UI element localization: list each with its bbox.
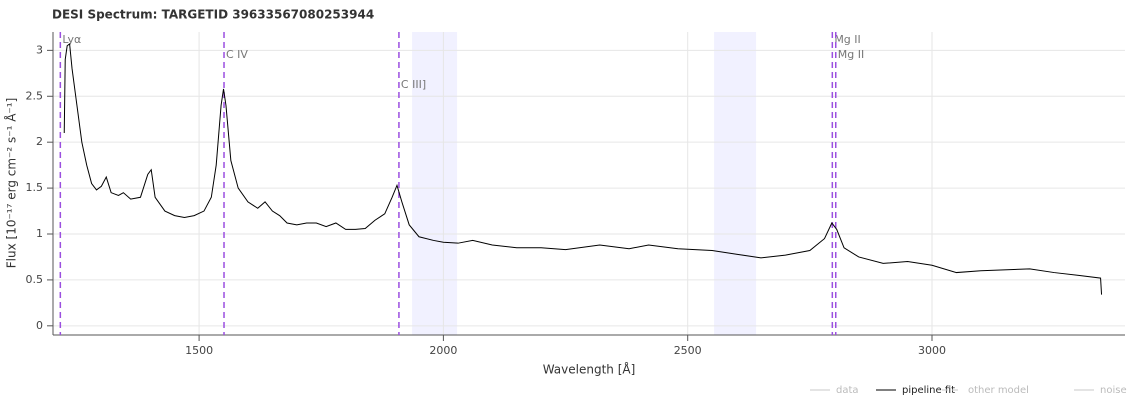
y-tick-label: 1: [36, 227, 43, 240]
y-tick-label: 2.5: [26, 89, 44, 102]
legend-label[interactable]: data: [836, 385, 859, 396]
masked-band: [714, 32, 757, 335]
spectrum-line: [63, 43, 1103, 295]
masked-band: [412, 32, 458, 335]
y-tick-label: 2: [36, 135, 43, 148]
x-tick-label: 2000: [429, 344, 457, 357]
emission-line-label: Mg II: [838, 48, 864, 61]
legend-label[interactable]: other model: [968, 385, 1029, 396]
legend-label[interactable]: pipeline fit: [902, 385, 955, 396]
legend-label[interactable]: noise: [1100, 385, 1127, 396]
x-tick-label: 1500: [185, 344, 213, 357]
chart-title: DESI Spectrum: TARGETID 3963356708025394…: [52, 8, 374, 22]
emission-line-label: C IV: [226, 48, 248, 61]
x-tick-label: 3000: [918, 344, 946, 357]
x-axis-label: Wavelength [Å]: [543, 362, 636, 377]
emission-line-label: C III]: [401, 78, 426, 91]
y-tick-label: 3: [36, 43, 43, 56]
y-tick-label: 0.5: [26, 273, 44, 286]
emission-line-label: Mg II: [834, 33, 860, 46]
emission-line-label: Lyα: [62, 33, 81, 46]
y-tick-label: 1.5: [26, 181, 44, 194]
y-tick-label: 0: [36, 319, 43, 332]
y-axis-label: Flux [10⁻¹⁷ erg cm⁻² s⁻¹ Å⁻¹]: [4, 98, 19, 269]
x-tick-label: 2500: [674, 344, 702, 357]
